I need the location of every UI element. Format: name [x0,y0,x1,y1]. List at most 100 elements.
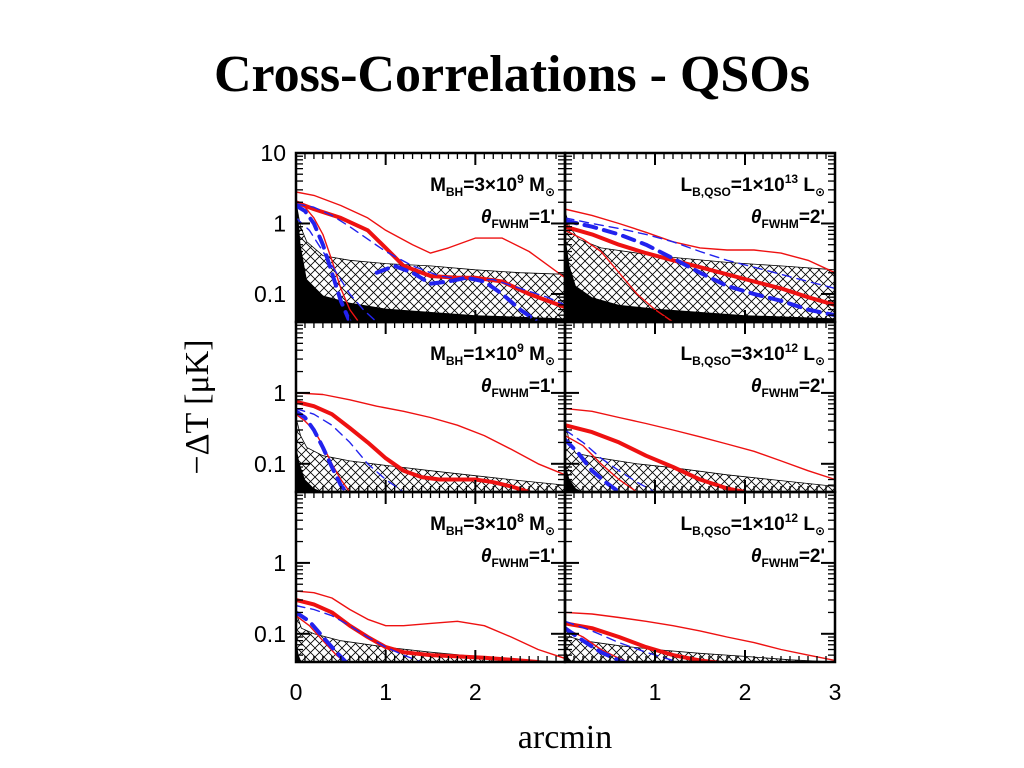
series-line-red-thick [296,399,532,492]
label2-sub: FWHM [491,556,528,570]
label2-main: θ [751,546,762,567]
panel-r3c1 [296,590,565,662]
series-line-blue-thin-dash [296,604,423,662]
label1-sub: B,QSO [692,185,731,199]
label1-sup: 12 [785,341,799,355]
label2-rest: =2' [799,207,825,228]
panel-r1c1 [296,189,565,322]
series-line-red-thick [565,224,835,307]
label2-sub: FWHM [761,556,798,570]
label1-unit: M [524,175,545,196]
label1-rest: =3×10 [463,514,517,535]
y-tick-label: 0.1 [254,451,286,477]
label1-sup: 8 [517,511,524,525]
label2-rest: =2' [799,376,825,397]
series-line-blue-thin-dash [296,407,405,492]
solid-fill-region [565,234,835,322]
label2-sub: FWHM [761,386,798,400]
label2-rest: =1' [529,546,555,567]
series-line-blue-thick-dash [374,263,541,322]
y-tick-label: 10 [260,140,286,166]
series-line-red-thin [565,407,835,481]
series-line-red-thin [296,191,565,279]
series-line-blue-thick-dash [565,218,835,318]
label1-sub: B,QSO [692,524,731,538]
panel-label-line1: MBH=3×108 M⊙ [430,511,555,538]
label1-unit: L [798,514,815,535]
panel-ticks [295,491,566,663]
label2-sub: FWHM [491,217,528,231]
series-line-blue-thin-dash [296,203,565,306]
panel-label-line2: θFWHM=1' [481,207,555,231]
series-line-red-thin [296,201,360,322]
label1-main: L [681,175,693,196]
label1-sub: BH [446,185,463,199]
series-line-red-thin [296,392,565,476]
series-line-blue-thin-dash [565,217,835,290]
label1-unit: L [798,344,815,365]
label1-main: L [681,344,693,365]
panel-label-line1: MBH=1×109 M⊙ [430,341,555,368]
series-line-red-thick [565,423,747,492]
label2-main: θ [751,376,762,397]
y-tick-label: 1 [273,380,286,406]
label1-sup: 12 [785,511,799,525]
panel-ticks [564,321,836,493]
label1-sub: B,QSO [692,354,731,368]
label1-sup: 9 [517,172,524,186]
panel-label-line1: LB,QSO=3×1012 L⊙ [681,341,826,368]
series-line-blue-thick-dash [565,626,631,662]
series-line-red-thin [565,611,835,662]
series-line-blue-thick-dash [565,437,621,492]
label1-unit_sub: ⊙ [815,354,825,368]
x-tick-label: 1 [649,679,662,705]
solid-fill-region [565,649,573,662]
series-line-red-thin [565,208,835,274]
panel-label-line2: θFWHM=1' [481,376,555,400]
series-line-blue-thick-dash [296,409,350,492]
series-line-blue-thin-dash [565,429,656,492]
series-line-blue-thin-dash [296,217,378,322]
label2-rest: =1' [529,207,555,228]
label2-rest: =2' [799,546,825,567]
frame-layer: MBH=3×109 M⊙θFWHM=1'LB,QSO=1×1013 L⊙θFWH… [294,151,837,664]
label1-rest: =3×10 [731,344,785,365]
label1-unit_sub: ⊙ [545,524,555,538]
label1-main: M [430,175,446,196]
series-line-red-thick [296,598,541,662]
label2-rest: =1' [529,376,555,397]
y-tick-label: 0.1 [254,621,286,647]
label1-sub: BH [446,354,463,368]
label1-rest: =1×10 [463,344,517,365]
label2-sub: FWHM [491,386,528,400]
y-axis-label: −ΔT [μK] [179,339,216,474]
solid-fill-region [296,189,565,322]
panel-label-line1: LB,QSO=1×1012 L⊙ [681,511,826,538]
solid-fill-region [296,445,323,492]
label1-sup: 13 [785,172,799,186]
series-line-red-thin [296,590,565,660]
label1-unit_sub: ⊙ [545,354,555,368]
label1-main: M [430,344,446,365]
panel-r2c2 [565,407,835,492]
label2-main: θ [481,376,492,397]
y-tick-label: 0.1 [254,281,286,307]
panel-label-line1: LB,QSO=1×1013 L⊙ [681,172,826,199]
label1-main: M [430,514,446,535]
label1-sup: 9 [517,341,524,355]
series-line-red-thin [565,229,674,322]
x-axis-label: arcmin [518,719,612,756]
x-tick-label: 0 [290,679,303,705]
label1-unit: M [524,514,545,535]
label1-unit_sub: ⊙ [545,185,555,199]
label1-unit: L [798,175,815,196]
label1-rest: =1×10 [731,514,785,535]
panel-label-line2: θFWHM=2' [751,546,825,570]
panel-label-line1: MBH=3×109 M⊙ [430,172,555,199]
y-tick-label: 1 [273,210,286,236]
label1-unit_sub: ⊙ [815,524,825,538]
y-tick-label: 1 [273,550,286,576]
label1-unit_sub: ⊙ [815,185,825,199]
